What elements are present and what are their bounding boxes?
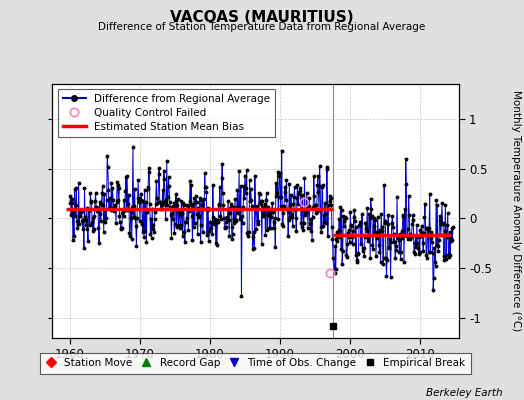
Text: VACOAS (MAURITIUS): VACOAS (MAURITIUS) (170, 10, 354, 25)
Y-axis label: Monthly Temperature Anomaly Difference (°C): Monthly Temperature Anomaly Difference (… (511, 90, 521, 332)
Legend: Station Move, Record Gap, Time of Obs. Change, Empirical Break: Station Move, Record Gap, Time of Obs. C… (40, 353, 471, 374)
Text: Difference of Station Temperature Data from Regional Average: Difference of Station Temperature Data f… (99, 22, 425, 32)
Legend: Difference from Regional Average, Quality Control Failed, Estimated Station Mean: Difference from Regional Average, Qualit… (58, 89, 275, 137)
Text: Berkeley Earth: Berkeley Earth (427, 388, 503, 398)
